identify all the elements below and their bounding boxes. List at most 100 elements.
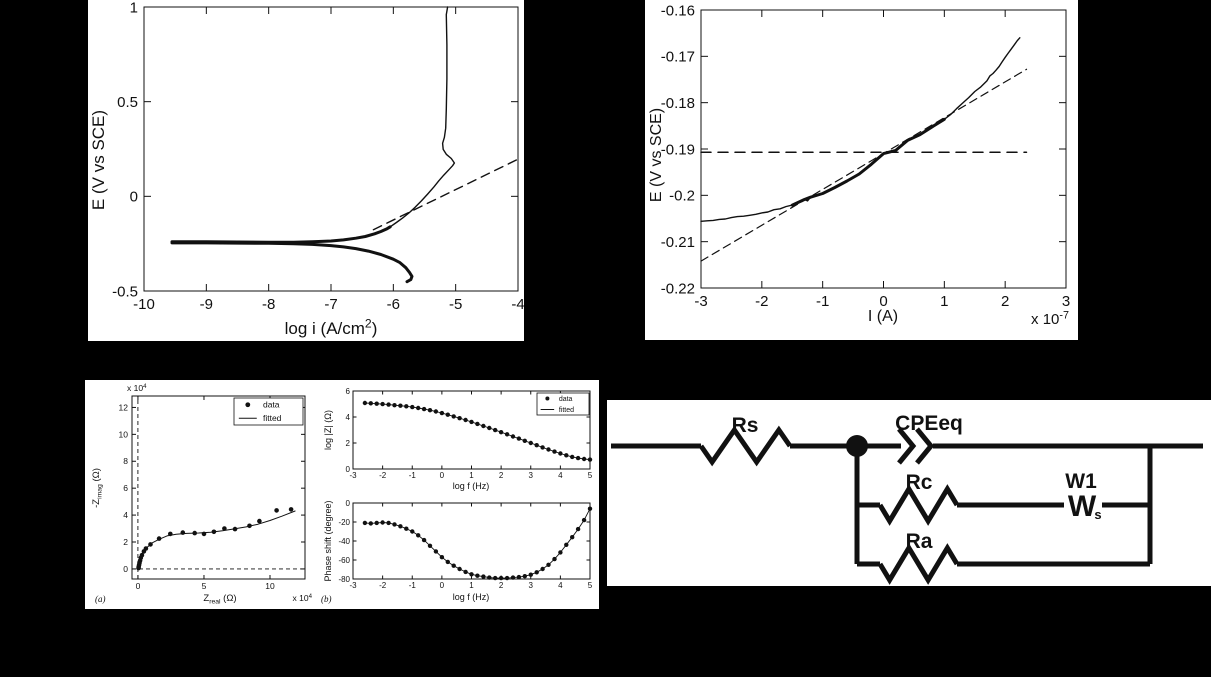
- polarization-series-cathodic-branch: [170, 241, 414, 284]
- nyquist-xtick-label: 0: [136, 581, 141, 591]
- legend-entry-label: fitted: [559, 407, 574, 414]
- bode_magnitude-ytick-label: 6: [346, 387, 351, 396]
- bode_magnitude-ylabel: log |Z| (Ω): [323, 410, 333, 450]
- nyquist-group: 0 5 10 0 2 4 6 8 10 12 Zreal (Ω) -Zimag (Ω) x 104 x 1…: [91, 383, 313, 606]
- circuit-element-CPEeq: CPEeq: [895, 412, 963, 465]
- bode_magnitude-ytick-label: 2: [346, 439, 351, 448]
- bode_magnitude-xtick-label: 0: [440, 471, 445, 480]
- resistor-zigzag-icon: [877, 484, 960, 526]
- polarization-chart: -10 -9 -8 -7 -6 -5 -4 -0.5 0 0.5 1 log i (A/cm2) E (…: [89, 0, 524, 338]
- nyquist-ytick-label: 4: [123, 510, 128, 520]
- lpr-ytick-label: -0.16: [661, 2, 695, 19]
- polarization-xtick-label: -10: [133, 296, 155, 313]
- lpr-series-polarization-resistance-fit: [700, 68, 1028, 262]
- polarization-xlabel: log i (A/cm2): [285, 317, 378, 339]
- bode_magnitude-xtick-label: 3: [529, 471, 534, 480]
- cpe-chevron-icon: [897, 427, 917, 465]
- bode_magnitude-series-data-fitted: [362, 400, 593, 462]
- polarization-xtick-label: -6: [387, 296, 400, 313]
- polarization-xtick-label: -5: [449, 296, 462, 313]
- warburg-symbol-subscript: s: [1094, 507, 1101, 522]
- nyquist-axes-box: [131, 395, 306, 580]
- lpr-ylabel: E (V vs SCE): [648, 108, 665, 202]
- lpr-xtick-label: -2: [755, 293, 768, 310]
- polarization-series-tafel-fit: [372, 159, 518, 231]
- bode_phase-ylabel: Phase shift (degree): [323, 500, 333, 581]
- circuit-label-Rs: Rs: [732, 414, 759, 437]
- bode_phase-xtick-label: 3: [529, 581, 534, 590]
- lpr-ytick-label: -0.2: [669, 188, 695, 205]
- circuit-label-Ra: Ra: [906, 530, 933, 553]
- polarization-group: -10 -9 -8 -7 -6 -5 -4 -0.5 0 0.5 1 log i (A/cm2) E (…: [89, 0, 524, 338]
- bode_magnitude-xtick-label: 5: [588, 471, 593, 480]
- resistor-zigzag-icon: [877, 543, 960, 585]
- legend-dot-marker: [245, 402, 251, 408]
- circuit-element-Rs: Rs: [698, 414, 793, 467]
- panel-linear-polarization: -3 -2 -1 0 1 2 3 -0.22 -0.21 -0.2 -0.19 -0.18 -0.17 -…: [645, 0, 1078, 340]
- bode_magnitude-xtick-label: -1: [409, 471, 417, 480]
- bode_magnitude-xlabel: log f (Hz): [453, 481, 490, 491]
- bode_magnitude-xtick-label: 4: [558, 471, 563, 480]
- circuit-label-W1: W1: [1065, 470, 1097, 493]
- bode_phase-ytick-label: -80: [338, 575, 350, 584]
- legend-dot-marker: [545, 396, 550, 401]
- bode_phase-xtick-label: 2: [499, 581, 504, 590]
- polarization-ytick-label: 0.5: [117, 94, 138, 111]
- bode_phase-xlabel: log f (Hz): [453, 592, 490, 602]
- polarization-ytick-label: 0: [130, 189, 138, 206]
- bode_phase-series-data-fitted: [362, 506, 593, 581]
- bode_magnitude-xtick-label: -3: [349, 471, 357, 480]
- polarization-ytick-label: -0.5: [112, 283, 138, 300]
- bode_magnitude-xtick-label: 1: [469, 471, 474, 480]
- lpr-ytick-label: -0.22: [661, 280, 695, 297]
- polarization-xtick-label: -7: [324, 296, 337, 313]
- bode_magnitude-xtick-label: -2: [379, 471, 387, 480]
- lpr-xtick-label: -3: [694, 293, 707, 310]
- lpr-xtick-label: 0: [879, 293, 887, 310]
- circuit-element-W1: Ws W1: [1064, 470, 1102, 523]
- equivalent-circuit-diagram: Rs CPEeq Rc Ws W1 Ra: [611, 412, 1203, 585]
- bode_magnitude-ytick-label: 4: [346, 413, 351, 422]
- polarization-xtick-label: -9: [200, 296, 213, 313]
- bode_phase-ytick-label: 0: [346, 499, 351, 508]
- warburg-symbol-icon: W: [1068, 490, 1097, 523]
- nyquist-x-multiplier: x 104: [293, 593, 313, 603]
- bode_phase-xtick-label: 4: [558, 581, 563, 590]
- bode_phase-ytick-label: -60: [338, 556, 350, 565]
- bode_phase-xtick-label: 0: [440, 581, 445, 590]
- bode_phase-xtick-label: -2: [379, 581, 387, 590]
- legend-entry-label: fitted: [263, 413, 282, 423]
- circuit-label-CPEeq: CPEeq: [895, 412, 963, 435]
- bode_phase-xtick-label: 1: [469, 581, 474, 590]
- nyquist-y-multiplier: x 104: [127, 383, 147, 393]
- circuit-element-Rc: Rc: [877, 471, 960, 526]
- bode_magnitude-xtick-label: 2: [499, 471, 504, 480]
- nyquist-legend: data fitted: [233, 397, 304, 426]
- bode_phase-ytick-label: -40: [338, 537, 350, 546]
- bode_phase-axes-box: [352, 502, 591, 580]
- lpr-axes-box: [700, 9, 1067, 289]
- lpr-xtick-label: 1: [940, 293, 948, 310]
- polarization-ylabel: E (V vs SCE): [89, 110, 108, 210]
- circuit-junction-node: [846, 435, 868, 457]
- nyquist-ylabel: -Zimag (Ω): [91, 468, 104, 508]
- nyquist-ytick-label: 0: [123, 564, 128, 574]
- panel-impedance-spectra: 0 5 10 0 2 4 6 8 10 12 Zreal (Ω) -Zimag (Ω) x 104 x 1…: [85, 380, 599, 609]
- bode_phase-group: -3 -2 -1 0 1 2 3 4 5 0 -20 -40 -60 -80 log f (Hz) Phase…: [323, 499, 593, 602]
- legend-entry-label: data: [263, 400, 280, 410]
- linear-polarization-chart: -3 -2 -1 0 1 2 3 -0.22 -0.21 -0.2 -0.19 -0.18 -0.17 -…: [648, 2, 1070, 328]
- bode_phase-xtick-label: 5: [588, 581, 593, 590]
- cpe-chevron-icon: [915, 427, 935, 465]
- nyquist-xtick-label: 5: [202, 581, 207, 591]
- legend-entry-label: data: [559, 396, 573, 403]
- polarization-ytick-label: 1: [130, 0, 138, 16]
- lpr-ytick-label: -0.17: [661, 49, 695, 66]
- circuit-element-Ra: Ra: [877, 530, 960, 585]
- lpr-ytick-label: -0.18: [661, 95, 695, 112]
- circuit-label-Rc: Rc: [906, 471, 933, 494]
- lpr-series-measured: [700, 37, 1021, 223]
- nyquist-xlabel: Zreal (Ω): [203, 593, 236, 606]
